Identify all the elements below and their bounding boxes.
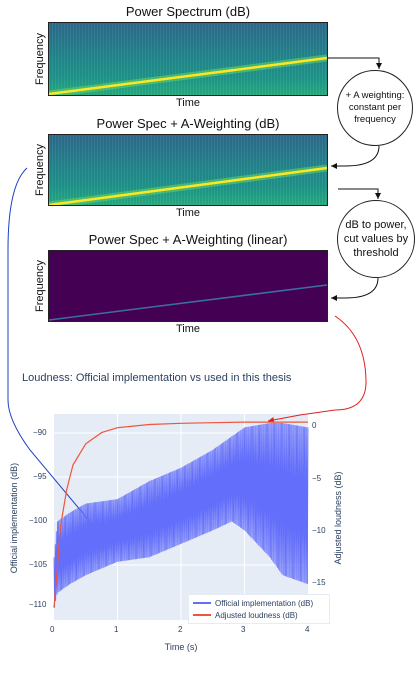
panel-1-title: Power Spectrum (dB) xyxy=(125,4,251,19)
series-layer xyxy=(53,421,309,608)
arrow-step1-to-panel2 xyxy=(331,145,380,169)
panel-3-xlabel: Time xyxy=(175,323,201,335)
official-implementation-line xyxy=(53,422,309,608)
y-left-tick-2: −100 xyxy=(29,516,48,525)
panel-3-title: Power Spec + A-Weighting (linear) xyxy=(88,232,288,247)
y-left-tick-1: −95 xyxy=(33,472,47,481)
x-tick-0: 0 xyxy=(50,625,55,634)
legend-swatch-adjusted xyxy=(193,614,211,616)
y-left-tick-3: −105 xyxy=(29,560,48,569)
y-right-tick-0: 0 xyxy=(312,421,317,430)
arrow-step2-to-panel3 xyxy=(331,277,379,301)
legend: Official implementation (dB) Adjusted lo… xyxy=(188,594,330,624)
panel-2-spectrogram xyxy=(48,134,328,206)
a-weighting-step-node: + A weighting: constant per frequency xyxy=(337,70,413,146)
panel-2-xlabel: Time xyxy=(175,207,201,219)
panel-3-spectrogram xyxy=(48,250,328,322)
arrow-panel1-to-step1 xyxy=(328,57,382,69)
step-2-line-1: dB to power, xyxy=(345,219,407,231)
step-1-line-2: constant per xyxy=(348,102,402,113)
step-2-line-2: cut values by xyxy=(343,233,409,245)
step-1-line-1: + A weighting: xyxy=(345,90,405,101)
arrow-linear-to-adjusted xyxy=(267,315,367,423)
db-to-power-step-node: dB to power, cut values by threshold xyxy=(337,200,415,278)
y-right-tick-2: −10 xyxy=(312,526,326,535)
legend-item-official[interactable]: Official implementation (dB) xyxy=(193,597,325,609)
arrow-weighted-to-official xyxy=(7,167,103,537)
y-right-tick-3: −15 xyxy=(312,578,326,587)
panel-2-chirp-line xyxy=(49,166,327,205)
legend-swatch-official xyxy=(193,602,211,604)
legend-label-official: Official implementation (dB) xyxy=(215,598,314,608)
step-2-line-3: threshold xyxy=(353,247,399,259)
legend-item-adjusted[interactable]: Adjusted loudness (dB) xyxy=(193,609,325,621)
adjusted-loudness-line xyxy=(53,421,308,608)
y-left-tick-4: −110 xyxy=(29,600,47,609)
arrow-panel2-to-step2 xyxy=(338,188,381,199)
y-right-label: Adjusted loudness (dB) xyxy=(333,471,343,565)
panel-3-chirp-line xyxy=(49,284,327,321)
x-tick-3: 3 xyxy=(241,625,246,634)
step-1-line-3: frequency xyxy=(354,114,396,125)
panel-2-title: Power Spec + A-Weighting (dB) xyxy=(96,116,280,131)
x-tick-2: 2 xyxy=(178,625,183,634)
y-left-tick-0: −90 xyxy=(33,428,47,437)
x-axis-label: Time (s) xyxy=(164,642,198,652)
panel-1-chirp-line xyxy=(49,56,327,95)
plot-title: Loudness: Official implementation vs use… xyxy=(22,372,292,384)
y-right-tick-1: −5 xyxy=(312,474,322,483)
x-tick-4: 4 xyxy=(305,625,310,634)
panel-1-xlabel: Time xyxy=(175,97,201,109)
y-left-label: Official implementation (dB) xyxy=(9,462,19,574)
panel-1-spectrogram xyxy=(48,22,328,96)
x-tick-1: 1 xyxy=(114,625,119,634)
legend-label-adjusted: Adjusted loudness (dB) xyxy=(215,610,298,620)
